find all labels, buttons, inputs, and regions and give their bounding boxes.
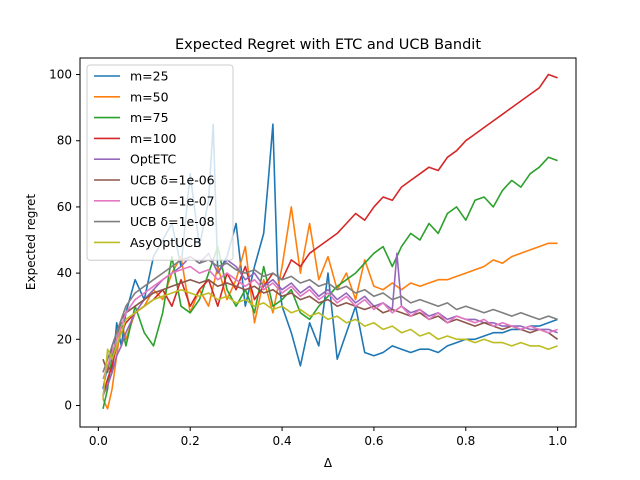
legend-label: OptETC bbox=[130, 152, 176, 167]
legend-label: m=25 bbox=[130, 69, 169, 84]
chart-title: Expected Regret with ETC and UCB Bandit bbox=[175, 37, 481, 53]
x-axis: 0.0 0.2 0.4 0.6 0.8 1.0 bbox=[89, 427, 567, 448]
legend-label: UCB δ=1e-07 bbox=[130, 193, 215, 208]
y-tick-label: 100 bbox=[49, 68, 72, 82]
series-line-7 bbox=[102, 265, 558, 380]
series-line-8 bbox=[102, 255, 558, 373]
legend-label: AsyOptUCB bbox=[130, 235, 202, 250]
y-axis: 0 20 40 60 80 100 bbox=[49, 68, 80, 412]
y-tick-label: 0 bbox=[64, 398, 72, 412]
series-line-3 bbox=[102, 156, 558, 409]
series-line-4 bbox=[102, 73, 558, 396]
x-tick-label: 0.8 bbox=[456, 434, 475, 448]
plot-area bbox=[79, 57, 577, 428]
x-axis-label: Δ bbox=[324, 456, 333, 470]
x-tick-label: 0.6 bbox=[364, 434, 383, 448]
y-tick-label: 20 bbox=[57, 332, 72, 346]
y-tick-label: 60 bbox=[57, 200, 72, 214]
legend: m=25 m=50 m=75 m=100 OptETC UCB δ=1e-06 UCB δ=… bbox=[86, 64, 234, 261]
axes-frame bbox=[79, 57, 577, 428]
series-line-6 bbox=[102, 278, 559, 374]
legend-label: m=75 bbox=[130, 110, 169, 125]
legend-label: m=50 bbox=[130, 89, 169, 104]
x-tick-label: 0.0 bbox=[89, 434, 108, 448]
x-tick-label: 0.4 bbox=[273, 434, 292, 448]
series-line-2 bbox=[102, 206, 558, 410]
x-tick-label: 1.0 bbox=[548, 434, 567, 448]
y-tick-label: 40 bbox=[57, 266, 72, 280]
x-tick-label: 0.2 bbox=[181, 434, 200, 448]
legend-label: UCB δ=1e-08 bbox=[130, 214, 215, 229]
legend-label: m=100 bbox=[130, 131, 177, 146]
series-line-9 bbox=[102, 288, 558, 399]
legend-box bbox=[86, 64, 234, 261]
y-axis-label: Expected regret bbox=[24, 194, 38, 291]
y-tick-label: 80 bbox=[57, 134, 72, 148]
legend-label: UCB δ=1e-06 bbox=[130, 173, 215, 188]
